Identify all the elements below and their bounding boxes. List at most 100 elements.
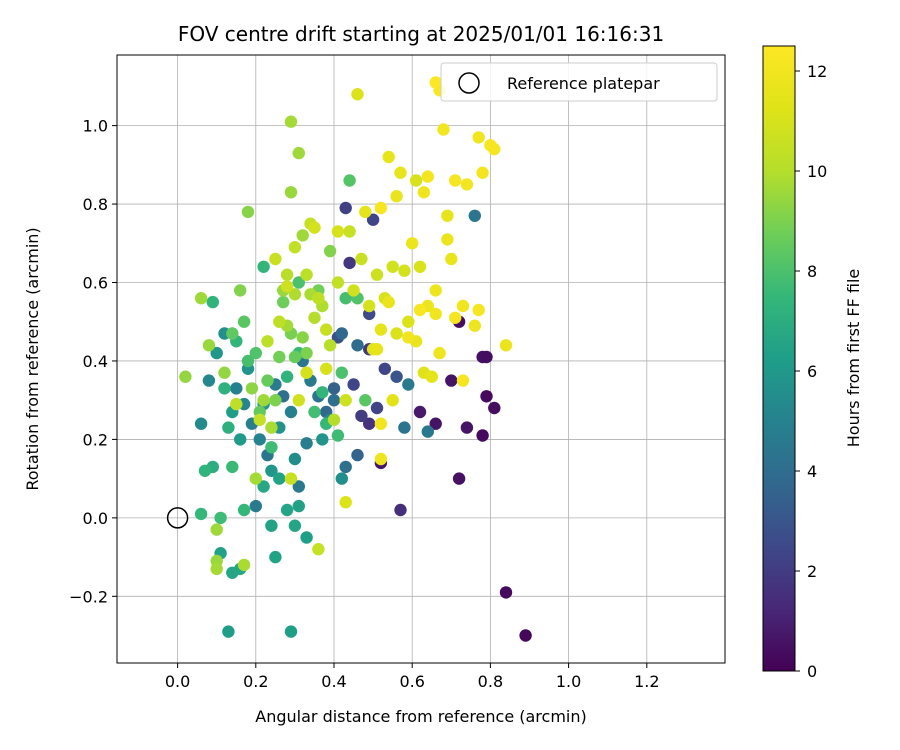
data-point	[253, 433, 266, 446]
data-point	[429, 76, 442, 89]
data-point	[296, 331, 309, 344]
data-point	[222, 421, 235, 434]
data-point	[413, 303, 427, 317]
data-point	[226, 327, 239, 340]
data-point	[284, 186, 298, 199]
data-point	[390, 327, 403, 340]
data-point	[339, 201, 352, 215]
data-point	[230, 397, 243, 411]
data-point	[206, 295, 219, 309]
data-point	[374, 323, 388, 336]
data-point	[398, 421, 411, 434]
data-point	[292, 480, 305, 493]
data-point	[331, 225, 345, 238]
data-point	[355, 252, 368, 266]
y-tick-label: −0.2	[69, 587, 108, 606]
data-point	[456, 374, 470, 387]
data-point	[226, 566, 239, 579]
legend: Reference platepar	[440, 62, 718, 102]
data-point	[480, 390, 493, 403]
data-point	[343, 256, 356, 270]
data-point	[265, 421, 278, 434]
data-point	[413, 405, 427, 419]
data-point	[265, 441, 278, 454]
data-point	[269, 252, 282, 266]
data-point	[222, 625, 235, 638]
colorbar-tick-label: 4	[807, 462, 817, 481]
data-point	[370, 268, 384, 281]
data-point	[398, 264, 411, 277]
data-point	[249, 499, 262, 513]
data-point	[413, 260, 427, 273]
data-point	[476, 166, 489, 179]
data-point	[339, 394, 352, 407]
data-point	[382, 150, 395, 164]
chart-title: FOV centre drift starting at 2025/01/01 …	[178, 22, 664, 46]
x-tick-label: 0.0	[165, 672, 190, 691]
data-point	[386, 394, 399, 407]
data-point	[374, 417, 388, 430]
data-point	[234, 284, 247, 297]
data-point	[308, 311, 321, 324]
data-points	[179, 76, 532, 642]
data-point	[363, 299, 376, 313]
data-point	[292, 394, 305, 407]
data-point	[237, 558, 251, 572]
data-point	[402, 378, 415, 391]
x-axis-label: Angular distance from reference (arcmin)	[255, 707, 586, 726]
data-point	[257, 480, 270, 493]
data-point	[468, 209, 481, 222]
data-point	[288, 241, 302, 254]
data-point	[284, 472, 298, 485]
x-tick-label: 0.8	[478, 672, 503, 691]
data-point	[257, 260, 270, 273]
data-point	[179, 370, 192, 383]
data-point	[312, 543, 325, 556]
data-point	[335, 366, 348, 379]
data-point	[284, 405, 298, 419]
data-point	[499, 586, 513, 599]
data-point	[280, 370, 294, 383]
y-tick-label: 0.6	[83, 274, 108, 293]
data-point	[339, 496, 352, 509]
data-point	[335, 472, 348, 485]
x-tick-label: 0.4	[321, 672, 346, 691]
data-point	[327, 413, 341, 426]
data-point	[316, 433, 329, 446]
data-point	[402, 331, 415, 344]
data-point	[273, 315, 286, 328]
data-point	[370, 343, 384, 356]
data-point	[421, 170, 434, 183]
colorbar-tick-label: 12	[807, 62, 827, 81]
y-tick-label: 0.4	[83, 352, 108, 371]
data-point	[394, 166, 407, 179]
data-point	[257, 394, 270, 407]
data-point	[519, 629, 532, 642]
y-tick-label: 1.0	[83, 117, 108, 136]
data-point	[409, 174, 423, 187]
data-point	[331, 429, 345, 442]
data-point	[370, 401, 384, 415]
colorbar-tick-label: 10	[807, 162, 827, 181]
data-point	[300, 366, 313, 379]
y-axis-label: Rotation from reference (arcmin)	[23, 227, 42, 490]
data-point	[249, 472, 262, 485]
data-point	[359, 205, 372, 219]
data-point	[308, 405, 321, 419]
data-point	[194, 507, 208, 521]
data-point	[323, 244, 337, 258]
data-point	[421, 425, 434, 438]
reference-platepar-marker	[166, 507, 189, 529]
data-point	[386, 260, 399, 273]
data-point	[288, 519, 302, 532]
data-point	[390, 190, 403, 203]
data-point	[476, 429, 489, 442]
data-point	[449, 311, 462, 324]
data-point	[394, 503, 407, 517]
data-point	[237, 503, 251, 517]
data-point	[472, 131, 485, 144]
data-point	[261, 335, 274, 348]
data-point	[198, 464, 212, 477]
data-point	[265, 464, 278, 477]
data-point	[429, 284, 442, 297]
